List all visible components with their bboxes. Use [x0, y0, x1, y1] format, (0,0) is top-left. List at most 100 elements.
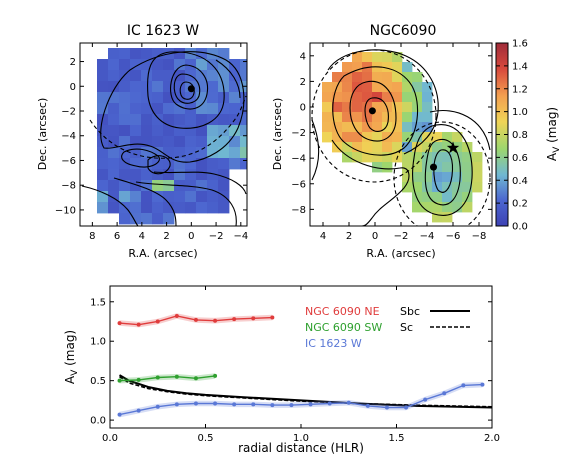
- ic1623w-point: [461, 383, 466, 388]
- legend-ngc6090-sw: NGC 6090 SW: [305, 321, 382, 334]
- map-pixel: [240, 103, 247, 115]
- map-pixel: [152, 92, 164, 104]
- ic1623w-point: [117, 412, 122, 417]
- map-pixel: [462, 172, 473, 183]
- map-pixel: [422, 102, 433, 113]
- map-pixel: [163, 147, 175, 159]
- map-pixel: [432, 172, 443, 183]
- map-pixel: [163, 180, 175, 192]
- panel-ngc6090: NGC6090 4 2 0 −2 −4 −6 −8 4 2 0 −2 −4 −6 −8 R.A. (ar…: [271, 23, 562, 260]
- map-pixel: [352, 62, 363, 73]
- map-pixel: [185, 169, 197, 181]
- ic1623w-point: [251, 402, 256, 407]
- map-pixel: [141, 103, 153, 115]
- x-tick-label: 6: [114, 231, 120, 242]
- map-pixel: [207, 169, 219, 181]
- map-pixel: [185, 125, 197, 137]
- y-tick-label: 1.5: [90, 297, 106, 308]
- y-tick-label: −8: [291, 205, 306, 216]
- map-pixel: [362, 142, 373, 153]
- ngc6090-ne-point: [213, 318, 218, 323]
- map-pixel: [207, 158, 219, 170]
- map-pixel: [152, 81, 164, 93]
- y-tick-label: 0: [70, 82, 76, 93]
- map-pixel: [108, 59, 120, 71]
- map-pixel: [342, 92, 353, 103]
- x-tick-label: 1.0: [293, 433, 309, 444]
- map-pixel: [240, 158, 247, 170]
- map-pixel: [402, 112, 413, 123]
- map-pixel: [392, 112, 403, 123]
- map-pixel: [422, 182, 433, 193]
- map-pixel: [432, 142, 443, 153]
- ngc6090-star-marker: [446, 141, 460, 154]
- map-pixel: [352, 72, 363, 83]
- map-pixel: [352, 92, 363, 103]
- y-tick-label: −4: [291, 154, 306, 165]
- x-tick-label: 0.0: [102, 433, 118, 444]
- map-pixel: [229, 92, 241, 104]
- map-pixel: [218, 70, 230, 82]
- map-pixel: [130, 103, 142, 115]
- map-pixel: [207, 103, 219, 115]
- map-pixel: [119, 103, 131, 115]
- map-pixel: [240, 70, 247, 82]
- map-pixel: [382, 72, 393, 83]
- ic1623w-line: [119, 383, 483, 416]
- map-pixel: [207, 114, 219, 126]
- map-pixel: [372, 72, 383, 83]
- map-pixel: [130, 202, 142, 214]
- map-pixel: [218, 48, 230, 60]
- map-pixel: [174, 114, 186, 126]
- ngc6090-sw-nucleus-marker: [430, 163, 437, 171]
- map-pixel: [119, 125, 131, 137]
- map-pixel: [174, 59, 186, 71]
- map-pixel: [382, 152, 393, 163]
- map-pixel: [207, 70, 219, 82]
- map-pixel: [108, 125, 120, 137]
- map-pixel: [412, 142, 423, 153]
- map-pixel: [322, 82, 333, 93]
- map-pixel: [141, 213, 153, 225]
- map-pixel: [342, 112, 353, 123]
- ngc6090-sw-point: [155, 375, 160, 380]
- map-pixel: [229, 81, 241, 93]
- map-pixel: [432, 182, 443, 193]
- map-pixel: [108, 158, 120, 170]
- ic1623w-point: [136, 408, 141, 413]
- map-pixel: [152, 202, 164, 214]
- map-pixel: [108, 202, 120, 214]
- map-pixel: [422, 82, 433, 93]
- colorbar-tick-label: 0.2: [512, 199, 528, 210]
- map-pixel: [174, 158, 186, 170]
- map-pixel: [97, 81, 109, 93]
- y-tick-label: 0: [300, 102, 306, 113]
- map-pixel: [174, 169, 186, 181]
- map-pixel: [163, 70, 175, 82]
- map-pixel: [174, 81, 186, 93]
- map-pixel: [119, 147, 131, 159]
- map-pixel: [452, 192, 463, 203]
- map-pixel: [207, 202, 219, 214]
- map-pixel: [382, 52, 393, 63]
- map-pixel: [332, 102, 343, 113]
- panel-b-xlabel: R.A. (arcsec): [366, 247, 435, 260]
- map-pixel: [97, 59, 109, 71]
- map-pixel: [130, 136, 142, 148]
- map-pixel: [362, 132, 373, 143]
- map-pixel: [207, 191, 219, 203]
- map-pixel: [229, 103, 241, 115]
- map-pixel: [185, 114, 197, 126]
- map-pixel: [130, 158, 142, 170]
- map-pixel: [392, 122, 403, 133]
- panel-c-xlabel: radial distance (HLR): [238, 441, 364, 455]
- map-pixel: [218, 147, 230, 159]
- map-pixel: [152, 191, 164, 203]
- y-tick-label: −2: [61, 107, 76, 118]
- y-tick-label: −2: [291, 128, 306, 139]
- map-pixel: [352, 102, 363, 113]
- map-pixel: [207, 125, 219, 137]
- ic1623w-point: [423, 397, 428, 402]
- map-pixel: [362, 92, 373, 103]
- map-pixel: [185, 180, 197, 192]
